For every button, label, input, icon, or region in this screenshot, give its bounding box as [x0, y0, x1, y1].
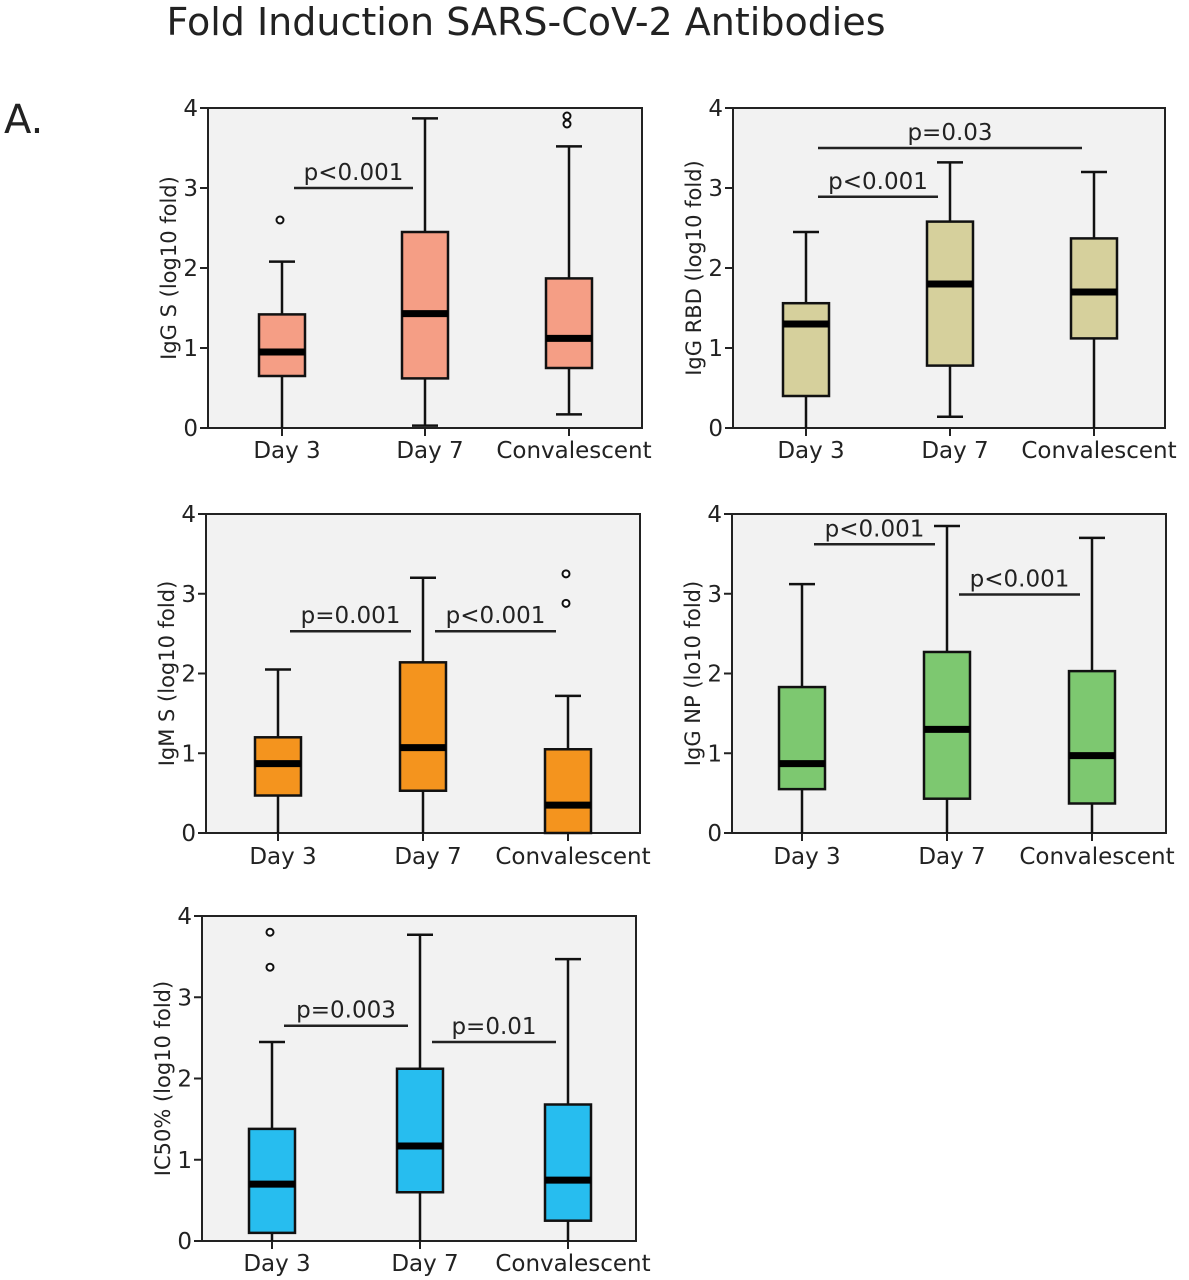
y-tick-label: 2 [177, 1067, 192, 1093]
y-tick-label: 0 [181, 821, 196, 847]
y-tick-label: 1 [177, 1148, 192, 1174]
box-body [398, 661, 448, 792]
y-tick-label: 1 [181, 741, 196, 767]
y-tick-label: 1 [708, 336, 723, 362]
y-tick-label: 3 [181, 582, 196, 608]
y-tick-label: 2 [707, 662, 722, 688]
y-axis-label: IgG NP (lo10 fold) [681, 581, 705, 766]
y-tick-label: 1 [707, 741, 722, 767]
x-category-label: Convalescent [1021, 438, 1176, 464]
panel-label: A. [4, 97, 44, 143]
figure-title: Fold Induction SARS-CoV-2 Antibodies [166, 0, 886, 44]
x-category-label: Convalescent [496, 438, 651, 464]
chart-panel-3: 0 1 2 3 4 IgM S (log10 fold) Day 3 Day 7 Convale… [155, 502, 651, 870]
x-category-label: Day 7 [396, 438, 463, 464]
box-body [777, 685, 827, 791]
y-axis-label: IgM S (log10 fold) [155, 581, 179, 767]
p-value-label: p<0.001 [970, 567, 1070, 593]
chart-panel-2: 0 1 2 3 4 IgG RBD (log10 fold) Day 3 Day 7 Conva… [682, 96, 1177, 464]
y-tick-label: 2 [181, 662, 196, 688]
box-body [544, 277, 594, 370]
x-category-label: Day 3 [253, 438, 320, 464]
x-category-label: Convalescent [1019, 844, 1174, 870]
p-value-label: p=0.01 [451, 1014, 536, 1040]
x-category-label: Day 7 [391, 1251, 458, 1277]
chart-panel-4: 0 1 2 3 4 IgG NP (lo10 fold) Day 3 Day 7 Convale… [681, 502, 1175, 870]
box-body [781, 301, 831, 398]
outlier-point [561, 569, 571, 579]
outlier-point [265, 962, 275, 972]
y-tick-label: 4 [177, 904, 192, 930]
p-value-label: p=0.003 [296, 998, 396, 1024]
box-body [257, 313, 307, 378]
p-value-label: p<0.001 [825, 516, 925, 542]
box-body [1069, 237, 1119, 340]
x-category-label: Day 3 [243, 1251, 310, 1277]
x-category-label: Day 3 [773, 844, 840, 870]
chart-panel-1: 0 1 2 3 4 IgG S (log10 fold) Day 3 Day 7 Convale… [157, 96, 652, 464]
box-body [543, 748, 593, 835]
box-body [400, 230, 450, 380]
y-tick-label: 3 [708, 176, 723, 202]
x-category-label: Convalescent [495, 844, 650, 870]
box-body [922, 650, 972, 800]
y-tick-label: 2 [708, 256, 723, 282]
x-category-label: Day 3 [777, 438, 844, 464]
y-tick-label: 0 [183, 416, 198, 442]
box-body [543, 1103, 593, 1222]
p-value-label: p=0.03 [907, 120, 992, 146]
y-tick-label: 4 [707, 502, 722, 528]
box-body [395, 1067, 445, 1194]
outlier-point [275, 215, 285, 225]
x-category-label: Day 7 [921, 438, 988, 464]
y-tick-label: 1 [183, 336, 198, 362]
y-tick-label: 0 [707, 821, 722, 847]
y-axis-label: IgG RBD (log10 fold) [682, 160, 706, 376]
p-value-label: p<0.001 [446, 603, 546, 629]
y-axis-label: IgG S (log10 fold) [157, 176, 181, 360]
y-tick-label: 0 [708, 416, 723, 442]
y-tick-label: 3 [707, 582, 722, 608]
y-axis-label: IC50% (log10 fold) [151, 981, 175, 1176]
x-category-label: Convalescent [495, 1251, 650, 1277]
p-value-label: p<0.001 [828, 169, 928, 195]
p-value-label: p=0.001 [301, 603, 401, 629]
chart-panel-5: 0 1 2 3 4 IC50% (log10 fold) Day 3 Day 7 Convale… [151, 904, 651, 1277]
outlier-point [561, 598, 571, 608]
y-tick-label: 3 [183, 176, 198, 202]
outlier-point [562, 111, 572, 121]
box-body [925, 220, 975, 367]
p-value-label: p<0.001 [304, 160, 404, 186]
y-tick-label: 4 [708, 96, 723, 122]
x-category-label: Day 7 [918, 844, 985, 870]
y-tick-label: 2 [183, 256, 198, 282]
outlier-point [562, 119, 572, 129]
y-tick-label: 3 [177, 985, 192, 1011]
y-tick-label: 4 [181, 502, 196, 528]
box-body [1067, 669, 1117, 805]
y-tick-label: 0 [177, 1229, 192, 1255]
x-category-label: Day 7 [394, 844, 461, 870]
outlier-point [265, 927, 275, 937]
x-category-label: Day 3 [249, 844, 316, 870]
y-tick-label: 4 [183, 96, 198, 122]
